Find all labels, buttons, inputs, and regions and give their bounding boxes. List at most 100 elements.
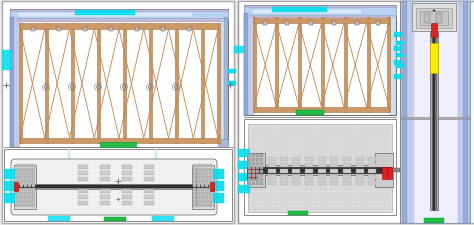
Bar — [16, 196, 19, 199]
Bar — [24, 164, 27, 167]
Bar — [193, 184, 196, 187]
Bar — [238, 173, 250, 181]
Bar — [396, 42, 404, 46]
Bar — [100, 165, 110, 169]
Bar — [20, 172, 23, 175]
Bar — [4, 181, 15, 191]
Bar — [305, 157, 313, 161]
Bar — [100, 171, 110, 175]
Bar — [24, 176, 27, 179]
Bar — [122, 195, 132, 199]
Bar — [71, 24, 73, 143]
Bar — [122, 189, 132, 193]
Bar — [356, 157, 364, 161]
Bar — [24, 204, 27, 207]
Bar — [285, 22, 289, 26]
Bar — [213, 193, 224, 203]
Bar — [205, 200, 208, 203]
Bar — [268, 163, 276, 167]
Bar — [228, 82, 236, 86]
Bar — [356, 175, 364, 179]
Bar — [28, 164, 31, 167]
Bar — [14, 169, 32, 205]
Bar — [193, 168, 196, 171]
Bar — [205, 172, 208, 175]
Bar — [250, 165, 390, 175]
Bar — [318, 169, 326, 173]
Bar — [109, 28, 113, 32]
Bar — [144, 201, 154, 205]
Bar — [193, 176, 196, 179]
Bar — [248, 124, 392, 212]
Bar — [209, 164, 212, 167]
Bar — [248, 178, 251, 181]
Bar — [280, 181, 288, 185]
Bar — [16, 168, 19, 171]
Bar — [197, 164, 200, 167]
Bar — [197, 192, 200, 195]
Bar — [256, 154, 259, 157]
Bar — [83, 28, 87, 32]
Bar — [238, 149, 250, 157]
Bar — [209, 168, 212, 171]
Bar — [430, 11, 438, 210]
Bar — [248, 174, 251, 177]
Bar — [100, 142, 136, 147]
Bar — [201, 168, 204, 171]
Bar — [382, 167, 387, 179]
Bar — [248, 154, 251, 157]
Bar — [254, 108, 389, 112]
Bar — [104, 217, 126, 221]
Bar — [280, 157, 288, 161]
Bar — [24, 188, 27, 191]
Bar — [16, 184, 19, 187]
Bar — [238, 161, 250, 169]
Bar — [201, 164, 204, 167]
Bar — [400, 2, 470, 223]
Bar — [292, 157, 300, 161]
Bar — [252, 166, 255, 169]
Bar — [252, 174, 255, 177]
Bar — [368, 157, 376, 161]
Bar — [20, 192, 23, 195]
Bar — [343, 175, 351, 179]
Bar — [205, 192, 208, 195]
Bar — [436, 14, 442, 24]
Bar — [424, 218, 444, 223]
Bar — [75, 11, 135, 16]
Bar — [305, 181, 313, 185]
Bar — [197, 196, 200, 199]
Bar — [197, 168, 200, 171]
Bar — [16, 200, 19, 203]
Bar — [2, 51, 11, 71]
Bar — [144, 165, 154, 169]
Bar — [20, 20, 218, 143]
Bar — [402, 2, 407, 223]
Bar — [193, 172, 196, 175]
Bar — [247, 153, 265, 187]
Bar — [244, 119, 396, 215]
Bar — [32, 172, 35, 175]
Bar — [209, 204, 212, 207]
Bar — [201, 192, 204, 195]
Bar — [197, 200, 200, 203]
Bar — [209, 196, 212, 199]
Bar — [10, 18, 14, 147]
Bar — [343, 163, 351, 167]
Bar — [122, 165, 132, 169]
Bar — [205, 204, 208, 207]
Bar — [10, 10, 228, 147]
Bar — [256, 178, 259, 181]
Bar — [100, 195, 110, 199]
Bar — [196, 169, 214, 205]
Bar — [292, 169, 300, 173]
Bar — [144, 177, 154, 181]
Bar — [394, 47, 402, 52]
Bar — [368, 175, 376, 179]
Bar — [343, 181, 351, 185]
Bar — [24, 200, 27, 203]
Bar — [135, 28, 139, 32]
Bar — [144, 171, 154, 175]
Bar — [193, 204, 196, 207]
Bar — [272, 8, 327, 13]
